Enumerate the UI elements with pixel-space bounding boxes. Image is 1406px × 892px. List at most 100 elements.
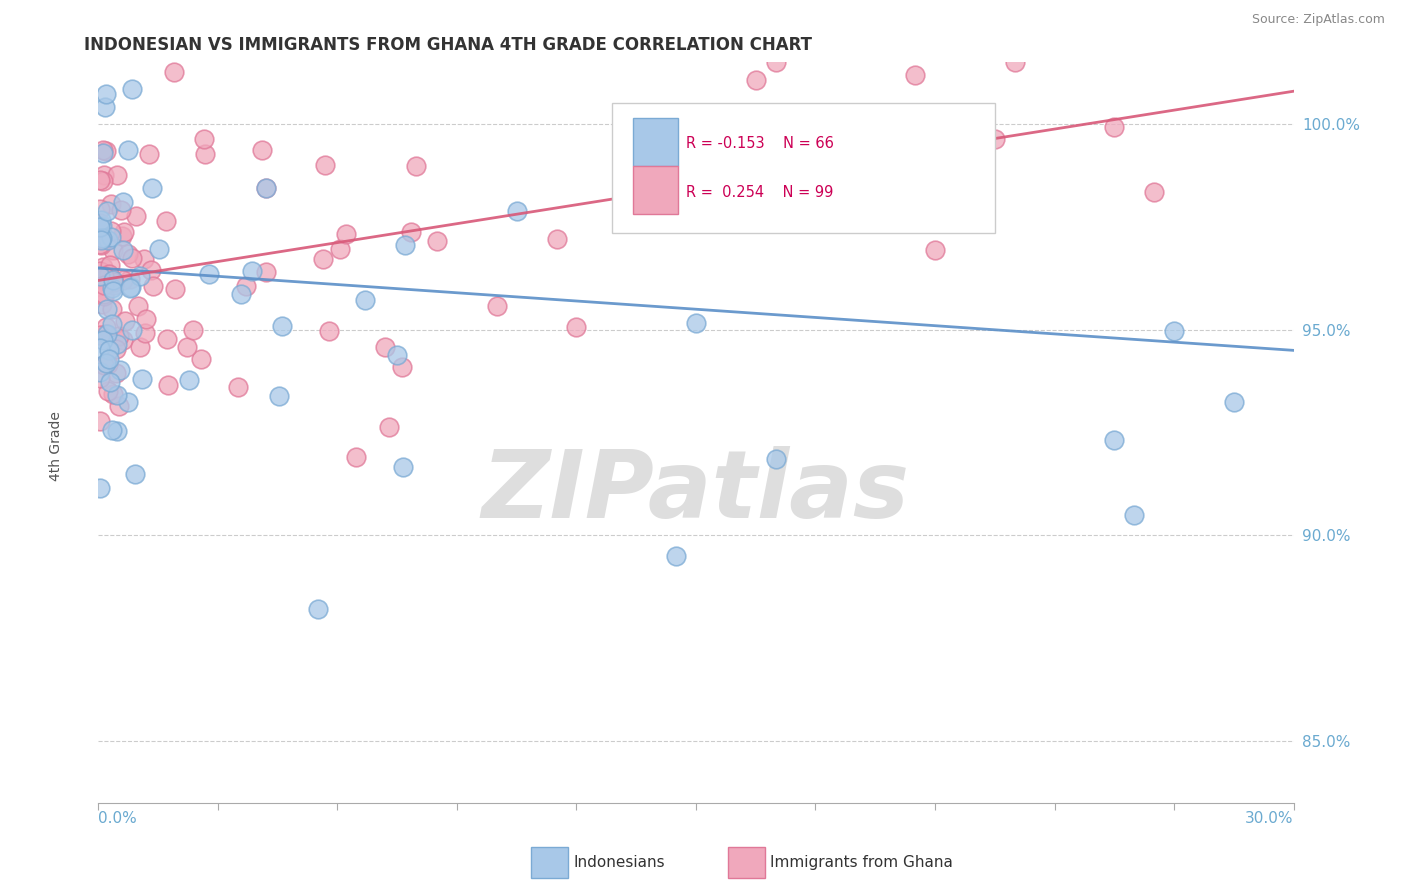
Point [391, 359, 413, 374]
Text: Source: ZipAtlas.com: Source: ZipAtlas.com [1251, 13, 1385, 27]
Point [240, 264, 263, 278]
Point [865, 208, 887, 222]
Point [193, 132, 215, 146]
Point [198, 267, 221, 281]
Point [112, 243, 135, 257]
Point [135, 311, 157, 326]
Text: ZIPatlas: ZIPatlas [482, 446, 910, 538]
Point [101, 424, 124, 438]
Point [89, 327, 111, 342]
Point [1123, 508, 1146, 522]
Point [121, 251, 143, 265]
Point [226, 380, 249, 394]
Point [426, 234, 449, 248]
Point [118, 280, 141, 294]
Point [89, 371, 111, 385]
Point [117, 395, 139, 409]
Point [335, 227, 357, 241]
Point [155, 213, 177, 227]
Point [314, 158, 336, 172]
Point [177, 373, 200, 387]
Point [176, 340, 198, 354]
Point [105, 337, 128, 351]
Point [100, 224, 122, 238]
Point [235, 278, 257, 293]
Point [124, 467, 146, 481]
Point [89, 202, 111, 217]
Point [374, 340, 396, 354]
Point [112, 225, 135, 239]
Point [1223, 395, 1246, 409]
Point [101, 317, 124, 331]
Point [94, 145, 117, 159]
Point [91, 146, 114, 161]
Point [318, 324, 340, 338]
Point [101, 273, 124, 287]
FancyBboxPatch shape [613, 103, 995, 233]
Point [1163, 324, 1185, 338]
Point [96, 87, 118, 101]
Point [100, 197, 122, 211]
Point [98, 343, 121, 358]
Point [90, 233, 112, 247]
Point [139, 262, 162, 277]
Point [904, 68, 927, 82]
Point [105, 343, 128, 357]
Point [254, 265, 277, 279]
Point [108, 329, 131, 343]
Point [89, 414, 111, 428]
Text: Immigrants from Ghana: Immigrants from Ghana [770, 855, 953, 870]
Point [804, 216, 827, 230]
Point [307, 602, 329, 616]
Point [89, 481, 111, 495]
Point [93, 278, 115, 293]
Point [103, 275, 125, 289]
Point [485, 299, 508, 313]
Point [984, 132, 1007, 146]
Point [98, 258, 121, 272]
Point [105, 169, 128, 183]
Point [685, 317, 707, 331]
Point [90, 213, 112, 227]
FancyBboxPatch shape [633, 166, 678, 214]
Point [89, 264, 111, 278]
Point [91, 143, 114, 157]
Point [110, 202, 132, 217]
Point [111, 194, 134, 209]
Point [943, 201, 966, 215]
Point [665, 549, 688, 563]
Point [141, 181, 163, 195]
Point [93, 269, 115, 284]
Point [190, 352, 212, 367]
Point [1104, 120, 1126, 134]
Point [91, 297, 114, 311]
Point [89, 216, 111, 230]
Text: INDONESIAN VS IMMIGRANTS FROM GHANA 4TH GRADE CORRELATION CHART: INDONESIAN VS IMMIGRANTS FROM GHANA 4TH … [84, 36, 813, 54]
Point [194, 146, 217, 161]
Point [101, 243, 124, 257]
Point [134, 326, 156, 340]
Point [254, 181, 277, 195]
Point [97, 357, 120, 371]
Point [132, 252, 155, 266]
Point [112, 334, 135, 348]
Point [105, 425, 128, 439]
Point [89, 220, 111, 235]
Point [101, 285, 124, 299]
Point [98, 375, 121, 389]
Point [96, 327, 118, 342]
Point [97, 352, 120, 367]
Point [117, 247, 139, 261]
Point [156, 378, 179, 392]
Point [91, 231, 114, 245]
Point [131, 372, 153, 386]
Point [111, 273, 134, 287]
Point [90, 231, 112, 245]
Point [311, 252, 333, 266]
Point [125, 209, 148, 223]
Point [94, 319, 117, 334]
Point [103, 277, 125, 292]
Point [97, 234, 120, 248]
Point [121, 82, 143, 96]
Text: 0.0%: 0.0% [98, 811, 138, 826]
